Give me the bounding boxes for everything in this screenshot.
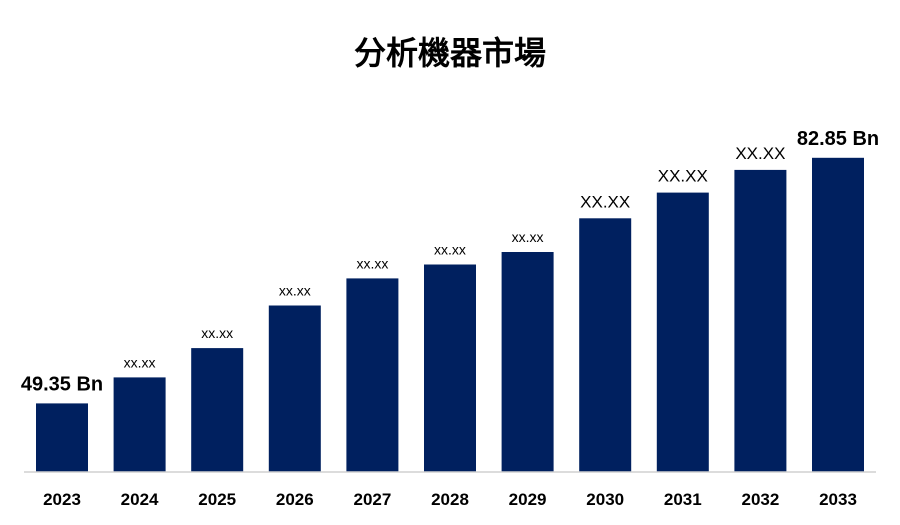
x-tick-label-2032: 2032 bbox=[741, 490, 779, 509]
data-label-2033: 82.85 Bn bbox=[797, 128, 879, 150]
x-tick-label-2026: 2026 bbox=[276, 490, 314, 509]
bar-2023 bbox=[36, 403, 88, 472]
bar-2027 bbox=[346, 278, 399, 472]
chart-title: 分析機器市場 bbox=[353, 34, 546, 72]
data-labels-layer: 49.35 Bn xx.xx xx.xx xx.xx xx.xx xx.xx xx.xx XX… bbox=[21, 128, 879, 396]
x-tick-label-2029: 2029 bbox=[509, 490, 547, 509]
data-label-2028: xx.xx bbox=[434, 242, 466, 258]
x-tick-label-2023: 2023 bbox=[43, 490, 81, 509]
x-tick-label-2025: 2025 bbox=[198, 490, 236, 509]
bar-2033 bbox=[812, 157, 864, 473]
x-tick-label-2031: 2031 bbox=[664, 490, 702, 509]
data-label-2031: XX.XX bbox=[658, 167, 708, 186]
data-label-2025: xx.xx bbox=[201, 325, 233, 341]
data-label-2030: XX.XX bbox=[580, 192, 630, 211]
bar-2032 bbox=[734, 169, 787, 472]
data-label-2026: xx.xx bbox=[279, 283, 311, 299]
bar-2024 bbox=[113, 377, 166, 472]
bar-2031 bbox=[656, 192, 709, 472]
bar-2029 bbox=[501, 252, 554, 472]
data-label-2029: xx.xx bbox=[512, 229, 544, 245]
data-label-2032: XX.XX bbox=[735, 144, 785, 163]
x-tick-label-2030: 2030 bbox=[586, 490, 624, 509]
x-tick-label-2033: 2033 bbox=[819, 490, 857, 509]
x-tick-label-2024: 2024 bbox=[121, 490, 159, 509]
bar-2028 bbox=[424, 264, 476, 472]
x-tick-label-2028: 2028 bbox=[431, 490, 469, 509]
data-label-2027: xx.xx bbox=[356, 255, 388, 271]
bar-2025 bbox=[191, 348, 244, 472]
x-tick-labels-layer: 2023 2024 2025 2026 2027 2028 2029 2030 2031 2032… bbox=[43, 490, 857, 509]
bar-2026 bbox=[268, 305, 321, 472]
bars-layer bbox=[36, 157, 864, 473]
x-tick-label-2027: 2027 bbox=[353, 490, 391, 509]
bar-2030 bbox=[579, 218, 632, 472]
data-label-2023: 49.35 Bn bbox=[21, 373, 103, 395]
data-label-2024: xx.xx bbox=[124, 354, 156, 370]
